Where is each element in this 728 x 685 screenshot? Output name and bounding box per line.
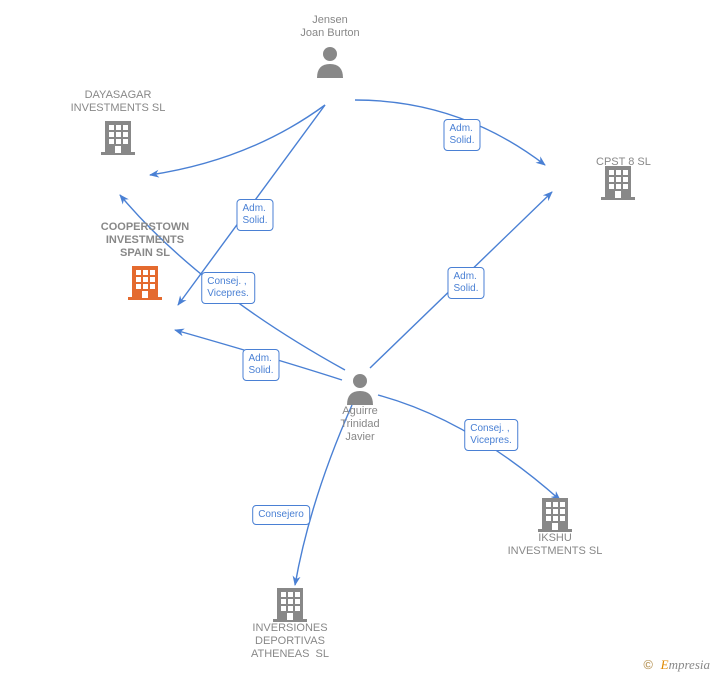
node-cpst8[interactable]: CPST 8 SL — [548, 160, 688, 200]
node-label-cpst8: CPST 8 SL — [596, 156, 651, 169]
watermark: © Empresia — [643, 657, 710, 673]
person-icon — [275, 44, 385, 78]
copyright-symbol: © — [643, 657, 653, 672]
edge-label-aguirre-ikshu: Consej. , Vicepres. — [464, 419, 518, 451]
building-icon — [63, 119, 173, 155]
person-icon — [310, 371, 410, 405]
building-icon — [505, 496, 605, 532]
node-jensen[interactable]: Jensen Joan Burton — [275, 14, 385, 78]
building-icon — [548, 164, 688, 200]
edge-label-jensen-cooperstown: Consej. , Vicepres. — [201, 272, 255, 304]
node-aguirre[interactable]: Aguirre Trinidad Javier — [310, 367, 410, 444]
node-label-inversiones: INVERSIONES DEPORTIVAS ATHENEAS SL — [240, 622, 340, 661]
node-label-ikshu: IKSHU INVESTMENTS SL — [505, 532, 605, 558]
node-inversiones[interactable]: INVERSIONES DEPORTIVAS ATHENEAS SL — [240, 582, 340, 661]
node-cooperstown[interactable]: COOPERSTOWN INVESTMENTS SPAIN SL — [90, 221, 200, 300]
node-label-jensen: Jensen Joan Burton — [275, 14, 385, 40]
edge-label-aguirre-cpst8: Adm. Solid. — [447, 267, 484, 299]
node-label-dayasagar: DAYASAGAR INVESTMENTS SL — [63, 89, 173, 115]
watermark-first-letter: E — [661, 657, 669, 672]
node-label-aguirre: Aguirre Trinidad Javier — [310, 405, 410, 444]
watermark-rest: mpresia — [669, 657, 710, 672]
edge-label-jensen-dayasagar: Adm. Solid. — [236, 199, 273, 231]
node-label-cooperstown: COOPERSTOWN INVESTMENTS SPAIN SL — [90, 221, 200, 260]
edge-label-jensen-cpst8: Adm. Solid. — [443, 119, 480, 151]
building-icon — [240, 586, 340, 622]
edge-label-aguirre-cooperstown: Adm. Solid. — [242, 349, 279, 381]
edge-jensen-dayasagar — [150, 105, 325, 175]
node-dayasagar[interactable]: DAYASAGAR INVESTMENTS SL — [63, 89, 173, 155]
node-ikshu[interactable]: IKSHU INVESTMENTS SL — [505, 492, 605, 558]
edge-label-aguirre-inversiones: Consejero — [252, 505, 310, 525]
building-icon — [90, 264, 200, 300]
